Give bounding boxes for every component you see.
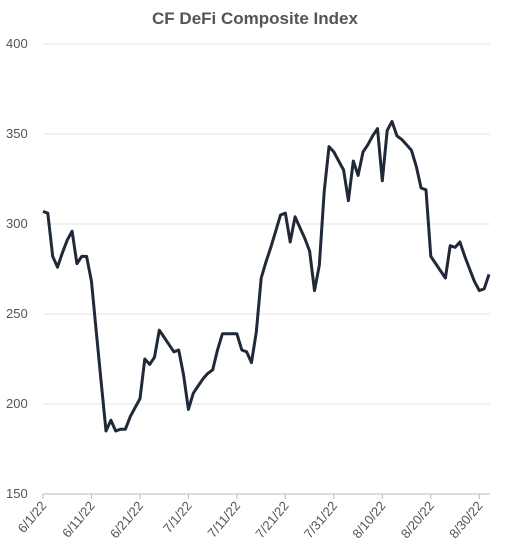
x-tick-label: 6/1/22 (15, 498, 50, 535)
x-tick-label: 8/10/22 (349, 498, 388, 541)
x-tick-label: 6/21/22 (107, 498, 146, 541)
chart-title: CF DeFi Composite Index (152, 9, 358, 28)
x-tick-label: 7/11/22 (204, 498, 243, 540)
y-tick-label: 250 (6, 306, 28, 321)
line-series (42, 119, 491, 433)
y-tick-label: 200 (6, 396, 28, 411)
x-tick-label: 8/30/22 (446, 498, 485, 541)
x-tick-label: 8/20/22 (398, 498, 437, 541)
x-tick-label: 7/21/22 (252, 498, 291, 541)
x-tick-label: 7/1/22 (160, 498, 195, 535)
y-tick-label: 400 (6, 36, 28, 51)
x-tick-label: 7/31/22 (301, 498, 340, 541)
x-tick-label: 6/11/22 (59, 498, 98, 540)
y-tick-label: 150 (6, 486, 28, 501)
y-tick-label: 350 (6, 126, 28, 141)
y-tick-label: 300 (6, 216, 28, 231)
